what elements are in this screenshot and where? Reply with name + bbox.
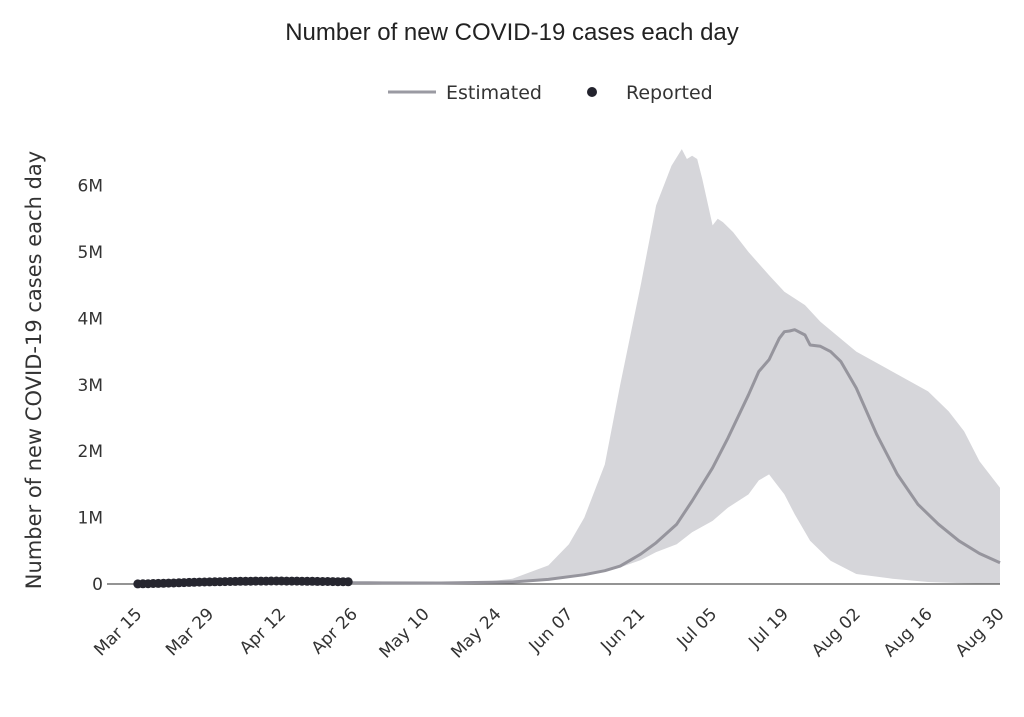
uncertainty-band (153, 149, 1000, 584)
legend-reported-swatch (587, 87, 597, 97)
y-tick-label: 4M (78, 309, 103, 329)
y-tick-label: 3M (78, 376, 103, 396)
legend-reported-label: Reported (626, 82, 713, 104)
x-tick-label: Apr 12 (236, 604, 290, 658)
y-tick-label: 1M (78, 509, 103, 529)
estimated-line (153, 328, 1001, 585)
y-axis-ticks: 0 1M 2M 3M 4M 5M 6M (78, 177, 103, 595)
reported-point (343, 577, 353, 587)
legend-estimated-label: Estimated (446, 82, 542, 104)
plot-area (107, 149, 1001, 589)
x-tick-label: Jul 19 (744, 604, 792, 652)
chart-title: Number of new COVID-19 cases each day (285, 19, 739, 46)
x-tick-label: Jul 05 (673, 604, 721, 652)
x-tick-label: Jun 07 (525, 604, 578, 657)
x-tick-label: May 24 (447, 604, 505, 662)
x-tick-label: Aug 02 (808, 604, 865, 661)
x-tick-label: May 10 (376, 604, 434, 662)
x-axis-ticks: Mar 15 Mar 29 Apr 12 Apr 26 May 10 May 24 Jun … (90, 604, 1008, 662)
x-tick-label: Aug 30 (952, 604, 1009, 661)
x-tick-label: Aug 16 (880, 604, 937, 661)
y-tick-label: 2M (78, 442, 103, 462)
x-tick-label: Mar 29 (162, 604, 218, 660)
y-tick-label: 6M (78, 177, 103, 197)
legend: Estimated Reported (388, 82, 713, 104)
y-tick-label: 5M (78, 243, 103, 263)
x-tick-label: Apr 26 (308, 604, 362, 658)
x-tick-label: Jun 21 (596, 604, 649, 657)
y-axis-label: Number of new COVID-19 cases each day (22, 151, 46, 589)
x-tick-label: Mar 15 (90, 604, 146, 660)
y-tick-label: 0 (92, 575, 103, 595)
